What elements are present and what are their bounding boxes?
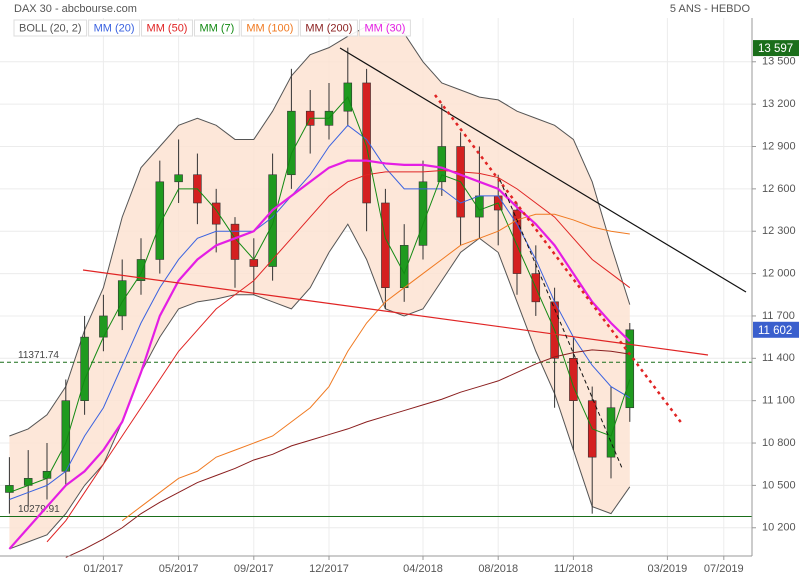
band-lower [9, 223, 631, 550]
y-tick-label: 10 500 [762, 479, 796, 491]
price-tag [753, 321, 799, 338]
price-tag-label: 13 597 [758, 43, 793, 55]
legend-box [141, 19, 193, 37]
x-tick-label: 11/2018 [554, 563, 593, 575]
x-tick-label: 09/2017 [234, 563, 274, 575]
ma-line [8, 159, 631, 550]
x-tick-label: 08/2018 [478, 563, 518, 575]
candle-body [136, 259, 146, 281]
ma-line [9, 96, 631, 493]
trend-line [499, 179, 623, 469]
legend-label: MM (100) [246, 22, 293, 34]
ma-line [65, 349, 630, 558]
candle-body [437, 146, 447, 183]
price-tag-label: 11 602 [758, 325, 792, 337]
legend-label: MM (200) [305, 22, 352, 34]
candle-body [569, 358, 578, 401]
legend-box [13, 19, 88, 37]
y-tick-label: 13 200 [762, 98, 796, 110]
candle-body [117, 280, 127, 317]
legend-label: MM (20) [94, 22, 135, 34]
legend-box [193, 19, 240, 37]
candle-body [249, 259, 259, 267]
line-layer [8, 96, 631, 558]
candle-body [80, 336, 89, 401]
band-upper [9, 21, 631, 437]
y-tick-label: 12 900 [762, 140, 796, 152]
legend-box [88, 19, 141, 37]
candle-body [155, 181, 165, 260]
trend-line [434, 94, 684, 426]
chart-subtitle: 5 ANS - HEBDO [670, 3, 751, 15]
candle-body [625, 329, 635, 409]
candle-body [211, 202, 221, 225]
candle-body [381, 202, 390, 289]
level-label: 11371.74 [18, 350, 59, 361]
legend-label: MM (30) [364, 22, 405, 34]
level-label: 10279.91 [18, 504, 60, 515]
x-tick-label: 04/2018 [403, 563, 443, 575]
x-tick-label: 12/2017 [309, 563, 349, 575]
axis-layer: 10 200 10 500 10 800 11 100 11 400 11 700 12 0… [84, 40, 799, 575]
chart-title: DAX 30 - abcbourse.com [14, 3, 137, 15]
candle-body [287, 110, 296, 176]
candle-body [418, 181, 428, 246]
y-tick-label: 11 100 [762, 395, 795, 407]
candle-body [268, 174, 277, 267]
legend: BOLL (20, 2) MM (20) MM (50) MM (7) MM (100)… [13, 19, 411, 37]
band-layer [9, 21, 631, 550]
y-tick-label: 11 400 [762, 352, 795, 364]
y-tick-label: 10 800 [762, 437, 796, 449]
legend-box [240, 19, 299, 37]
trend-line [82, 269, 709, 356]
legend-label: MM (50) [147, 22, 188, 34]
x-tick-label: 07/2019 [704, 563, 744, 575]
trend-line [339, 47, 747, 293]
band-fill [9, 22, 630, 549]
candle-body [174, 174, 183, 183]
x-tick-label: 01/2017 [84, 563, 124, 575]
trend-lines [82, 47, 747, 469]
y-tick-label: 11 700 [762, 310, 795, 322]
candle-body [99, 315, 108, 338]
candle-body [61, 400, 71, 472]
ma-line [121, 213, 630, 522]
x-tick-label: 03/2019 [648, 563, 688, 575]
y-tick-label: 12 000 [762, 267, 796, 279]
candle-body [606, 407, 616, 458]
y-tick-label: 10 200 [762, 522, 796, 534]
ma-line [9, 124, 631, 500]
candle-body [230, 223, 240, 260]
ma-line [46, 170, 631, 543]
price-tag [753, 40, 799, 57]
candle-body [512, 209, 522, 274]
y-tick-label: 13 500 [762, 56, 796, 68]
legend-label: MM (7) [199, 22, 234, 34]
y-tick-label: 12 600 [762, 183, 796, 195]
candle-body [362, 82, 371, 204]
legend-box [358, 19, 411, 37]
x-tick-label: 05/2017 [159, 563, 199, 575]
y-tick-label: 12 300 [762, 225, 796, 237]
legend-label: BOLL (20, 2) [19, 22, 82, 34]
legend-box [299, 19, 358, 37]
